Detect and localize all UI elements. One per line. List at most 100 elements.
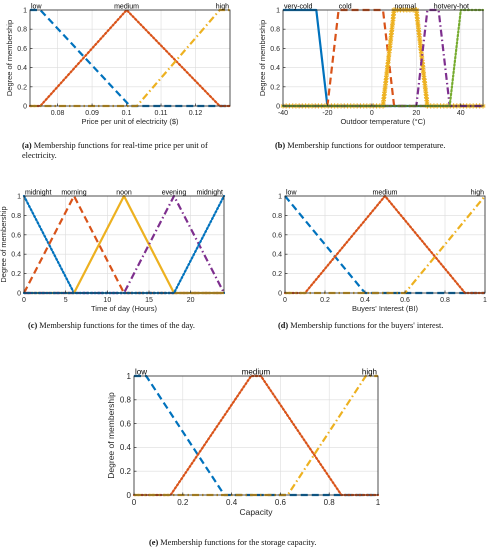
- x-tick-label: -20: [322, 110, 332, 117]
- y-tick-label: 0.6: [17, 46, 27, 53]
- caption-label: (c): [28, 321, 38, 330]
- series-marker: ✱: [420, 64, 426, 72]
- y-tick-label: 0: [17, 290, 21, 297]
- axes-frame: [282, 9, 484, 107]
- series-marker: ✱: [415, 16, 421, 24]
- series-marker: ✱: [417, 39, 423, 47]
- caption-line: (c) Membership functions for the times o…: [28, 321, 195, 330]
- caption-d: (d) Membership functions for the buyers'…: [278, 321, 491, 331]
- series-marker: ✱: [421, 74, 427, 82]
- y-axis-label: Degree of membership: [0, 206, 8, 282]
- chart-panel-e: 0 0.2 0.4 0.6 0.8 1 0 0.2 0.4 0.6 0.8 1 Capacity Degr…: [106, 368, 381, 518]
- series-marker: ✱: [383, 74, 389, 82]
- y-tick-label: 0.2: [272, 271, 282, 278]
- caption-c: (c) Membership functions for the times o…: [28, 321, 252, 331]
- series-marker: ✱: [386, 48, 392, 56]
- series-marker: ✱: [390, 13, 396, 21]
- y-tick-label: 0.4: [120, 443, 132, 452]
- plot-area: [30, 10, 230, 106]
- y-tick-label: 0.4: [17, 65, 27, 72]
- series-marker: ✱: [451, 103, 457, 111]
- annotation-label: low: [286, 190, 297, 197]
- series-marker: ✱: [382, 90, 388, 98]
- y-tick-label: 0.2: [270, 84, 280, 91]
- series-marker: ✱: [387, 45, 393, 53]
- series-marker: ✱: [417, 42, 423, 50]
- series-marker: ✱: [381, 93, 387, 101]
- annotation-label: high: [471, 190, 484, 197]
- y-axis-label: Degree of membership: [258, 20, 267, 96]
- series-marker: ✱: [404, 7, 410, 15]
- y-tick-label: 0: [276, 103, 280, 110]
- y-tick-label: 0: [127, 491, 132, 500]
- axes-frame: [133, 375, 379, 496]
- annotation-label: midnight: [25, 190, 52, 197]
- y-tick-label: 0.8: [270, 27, 280, 34]
- y-tick-label: 0.6: [11, 232, 21, 239]
- series-marker: ✱: [422, 83, 428, 91]
- caption-line: (a) Membership functions for real-time p…: [22, 141, 208, 150]
- y-tick-label: 0.4: [11, 252, 21, 259]
- x-tick-label: 0: [370, 110, 374, 117]
- annotation-label: very-cold: [284, 4, 313, 11]
- series-marker: ✱: [416, 26, 422, 34]
- series-marker: ✱: [480, 103, 486, 111]
- series-marker: ✱: [387, 39, 393, 47]
- series-marker: ✱: [420, 61, 426, 69]
- chart-panel-c: 0 5 10 15 20 0 0.2 0.4 0.6 0.8 1 Time of day (Hours…: [0, 190, 226, 313]
- series-marker: ✱: [424, 96, 430, 104]
- series-marker: ✱: [386, 51, 392, 59]
- y-tick-label: 1: [278, 193, 282, 200]
- series-marker: ✱: [391, 7, 397, 15]
- series-marker: ✱: [388, 35, 394, 43]
- annotation-label: low: [31, 4, 42, 11]
- x-tick-label: 0.12: [189, 110, 203, 117]
- y-tick-label: 0.8: [17, 27, 27, 34]
- x-tick-label: 0.2: [320, 297, 330, 304]
- series-marker: ✱: [422, 77, 428, 85]
- series-marker: ✱: [416, 29, 422, 37]
- annotation-label: very-hot: [444, 4, 469, 11]
- x-tick-label: 0.4: [360, 297, 370, 304]
- series-marker: ✱: [384, 71, 390, 79]
- series-marker: ✱: [389, 26, 395, 34]
- series-marker: ✱: [470, 103, 476, 111]
- annotation-label: normal: [395, 4, 417, 11]
- y-tick-label: 0.2: [120, 467, 132, 476]
- series-marker: ✱: [401, 7, 407, 15]
- axes-frame: [284, 195, 486, 294]
- y-tick-label: 0.8: [11, 213, 21, 220]
- axes-frame: [23, 195, 225, 294]
- x-axis-label: Price per unit of electricity ($): [81, 117, 179, 126]
- series-marker: ✱: [415, 19, 421, 27]
- caption-line: (d) Membership functions for the buyers'…: [278, 321, 444, 330]
- y-tick-label: 1: [17, 193, 21, 200]
- series-marker: ✱: [383, 80, 389, 88]
- series-marker: ✱: [383, 77, 389, 85]
- annotation-label: medium: [373, 190, 398, 197]
- series-marker: ✱: [387, 42, 393, 50]
- series-marker: ✱: [391, 7, 397, 15]
- x-tick-label: 0.09: [85, 110, 99, 117]
- y-tick-label: 0.6: [120, 419, 132, 428]
- annotation-label: high: [362, 368, 377, 377]
- x-tick-label: 0.11: [154, 110, 167, 117]
- series-marker: ✱: [380, 99, 386, 107]
- y-tick-label: 0: [23, 103, 27, 110]
- y-tick-label: 1: [23, 7, 27, 14]
- plot-area: [24, 196, 224, 293]
- plot-area: [134, 376, 378, 495]
- y-axis-label: Degree of membership: [106, 392, 116, 479]
- x-tick-label: 10: [103, 297, 111, 304]
- annotation-label: noon: [116, 190, 132, 197]
- series-marker: ✱: [385, 58, 391, 66]
- series-marker: ✱: [422, 80, 428, 88]
- annotation-label: high: [216, 4, 229, 11]
- series-marker: ✱: [410, 7, 416, 15]
- series-marker: ✱: [382, 83, 388, 91]
- series-marker: ✱: [413, 7, 419, 15]
- series-marker: ✱: [419, 55, 425, 63]
- x-tick-label: 0.2: [177, 498, 189, 507]
- caption-label: (e): [149, 538, 159, 547]
